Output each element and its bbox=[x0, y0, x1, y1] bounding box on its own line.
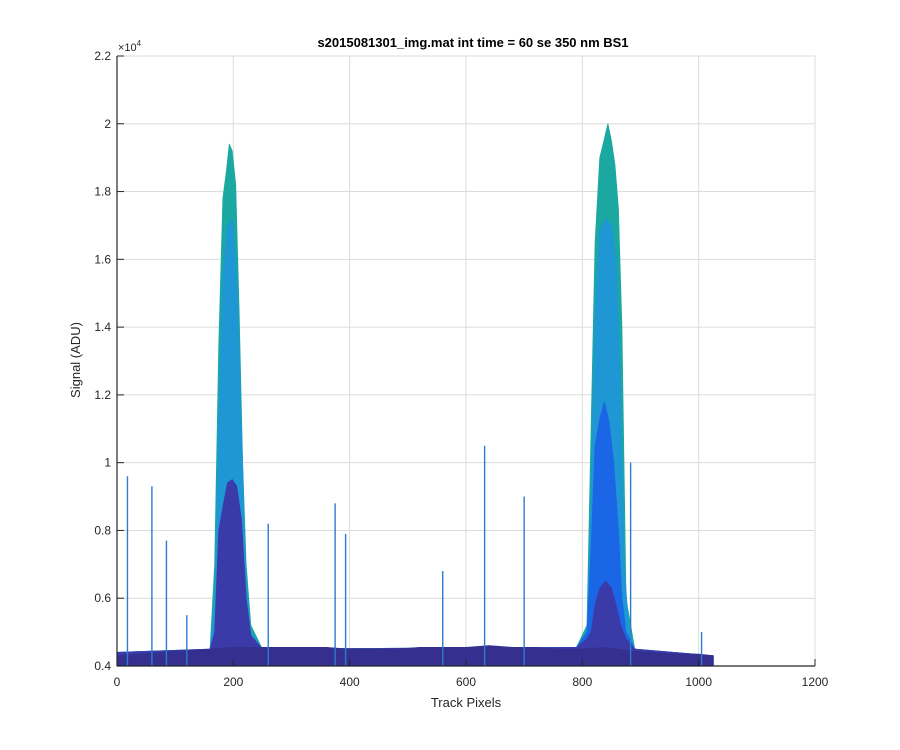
y-tick-label-2: 0.8 bbox=[94, 523, 111, 537]
y-tick-label-8: 2 bbox=[104, 117, 111, 131]
chart-title: s2015081301_img.mat int time = 60 se 350… bbox=[317, 35, 628, 50]
x-tick-label-5: 1000 bbox=[685, 675, 712, 689]
x-tick-label-6: 1200 bbox=[802, 675, 829, 689]
y-tick-label-9: 2.2 bbox=[94, 49, 111, 63]
y-tick-label-5: 1.4 bbox=[94, 320, 111, 334]
y-tick-label-1: 0.6 bbox=[94, 591, 111, 605]
y-tick-label-6: 1.6 bbox=[94, 252, 111, 266]
x-tick-label-2: 400 bbox=[340, 675, 360, 689]
x-axis-label: Track Pixels bbox=[431, 695, 502, 710]
y-axis-label: Signal (ADU) bbox=[68, 322, 83, 398]
y-tick-label-0: 0.4 bbox=[94, 659, 111, 673]
y-tick-label-7: 1.8 bbox=[94, 185, 111, 199]
tick-marks bbox=[116, 55, 816, 667]
data-layer bbox=[116, 123, 714, 667]
series-area-4 bbox=[116, 645, 714, 667]
x-tick-label-4: 800 bbox=[572, 675, 592, 689]
y-axis-exponent-base: ×10 bbox=[118, 42, 137, 54]
y-tick-label-4: 1.2 bbox=[94, 388, 111, 402]
y-axis-exponent: ×104 bbox=[118, 39, 142, 54]
x-tick-label-1: 200 bbox=[223, 675, 243, 689]
x-tick-label-0: 0 bbox=[114, 675, 121, 689]
tick-labels: 0 200 400 600 800 1000 1200 0.4 0.6 0.8 1 1.2 1.4 1.6… bbox=[94, 49, 828, 689]
x-tick-label-3: 600 bbox=[456, 675, 476, 689]
y-axis-exponent-power: 4 bbox=[137, 39, 142, 48]
y-tick-label-3: 1 bbox=[104, 456, 111, 470]
series-area-3 bbox=[116, 479, 714, 667]
